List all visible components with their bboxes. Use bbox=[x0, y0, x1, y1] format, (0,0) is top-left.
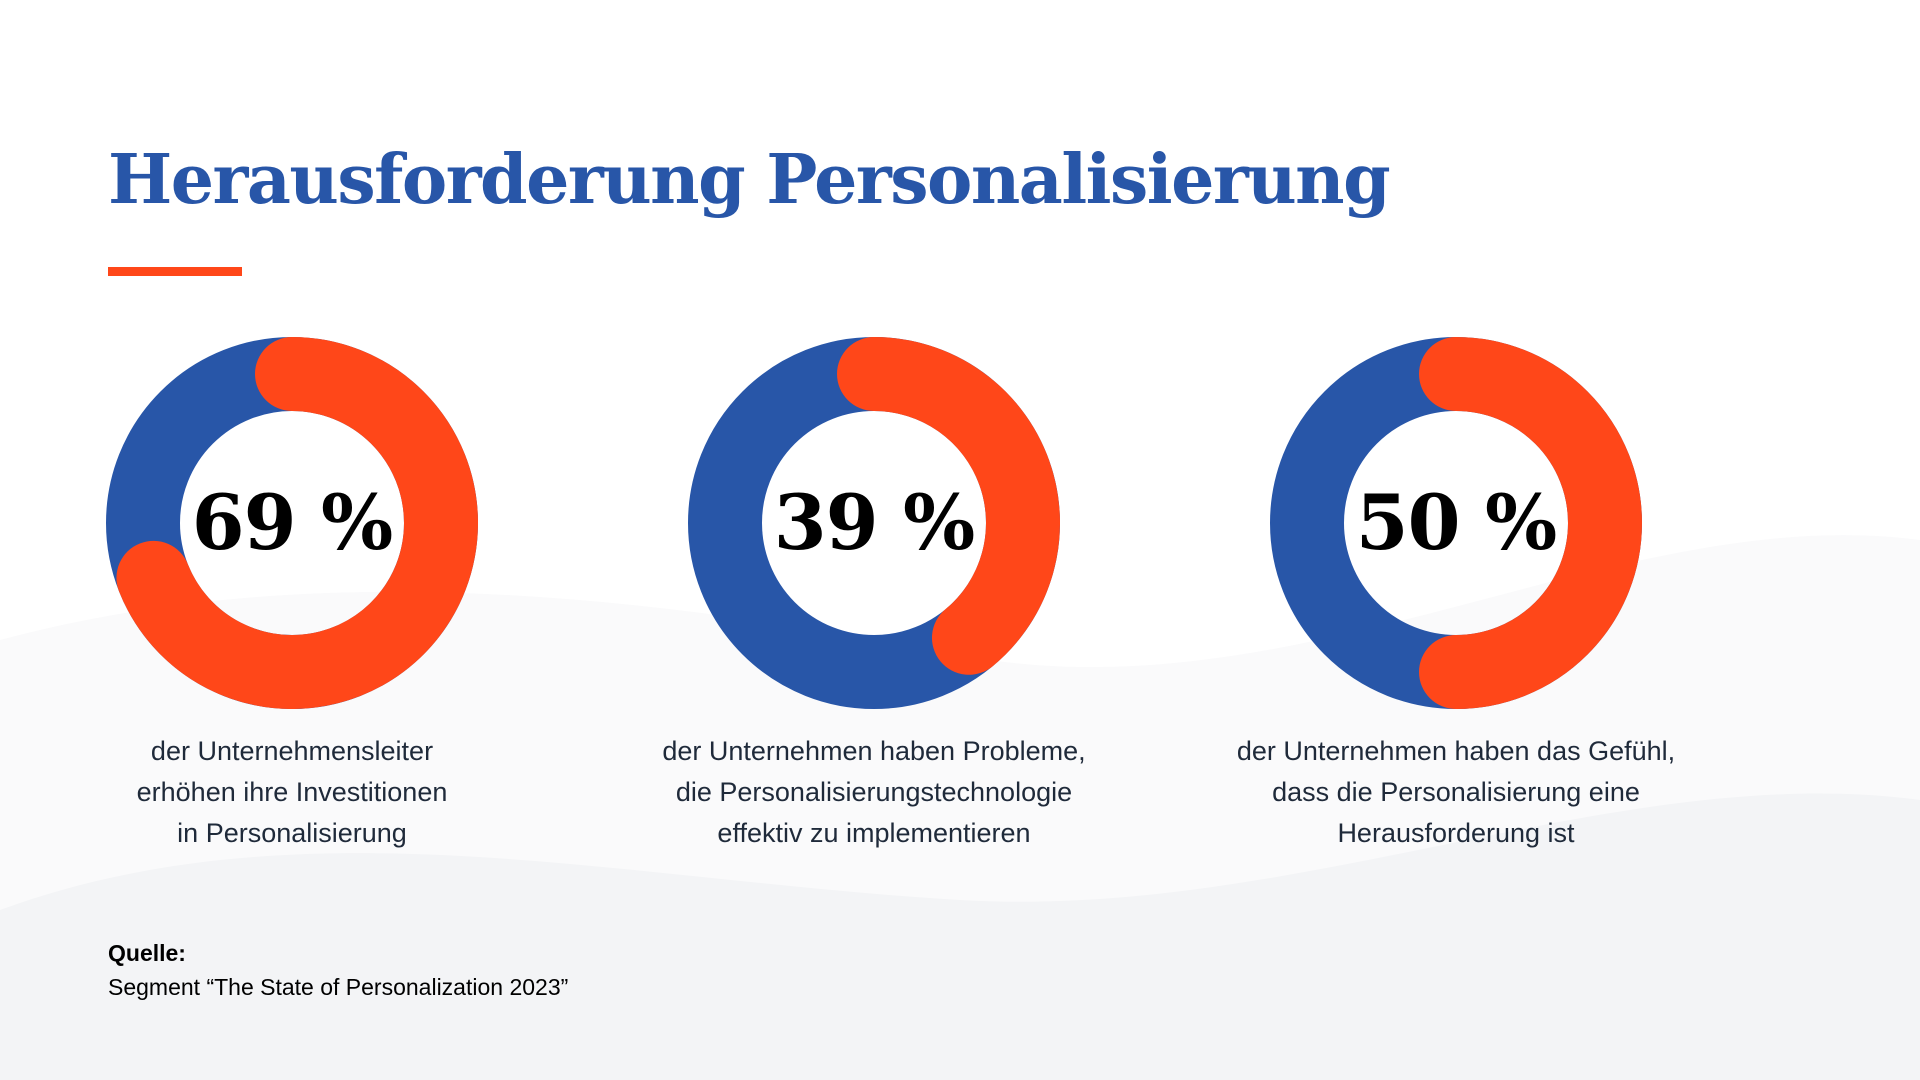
stat-block-3: 50 % der Unternehmen haben das Gefühl, d… bbox=[1196, 337, 1716, 854]
donut-chart-3 bbox=[1270, 337, 1642, 709]
donut-arc-2 bbox=[837, 337, 1060, 675]
donut-arc-3 bbox=[1419, 337, 1642, 709]
donut-chart-2 bbox=[688, 337, 1060, 709]
stat-block-1: 69 % der Unternehmensleiter erhöhen ihre… bbox=[32, 337, 552, 854]
donut-chart-1 bbox=[106, 337, 478, 709]
donut-value-2: 39 % bbox=[773, 478, 975, 567]
page-title: Herausforderung Personalisierung bbox=[108, 140, 1391, 220]
source-label: Quelle: bbox=[108, 940, 186, 966]
title-accent-bar bbox=[108, 267, 242, 276]
donut-value-3: 50 % bbox=[1355, 478, 1557, 567]
source-note: Quelle: Segment “The State of Personaliz… bbox=[108, 936, 568, 1004]
donut-arc-1 bbox=[116, 337, 478, 709]
stat-caption-3: der Unternehmen haben das Gefühl, dass d… bbox=[1236, 736, 1676, 848]
source-text: Segment “The State of Personalization 20… bbox=[108, 974, 569, 1000]
stat-caption-2: der Unternehmen haben Probleme, die Pers… bbox=[662, 736, 1086, 848]
stat-block-2: 39 % der Unternehmen haben Probleme, die… bbox=[614, 337, 1134, 854]
donut-value-1: 69 % bbox=[191, 478, 393, 567]
stat-caption-1: der Unternehmensleiter erhöhen ihre Inve… bbox=[136, 736, 448, 848]
